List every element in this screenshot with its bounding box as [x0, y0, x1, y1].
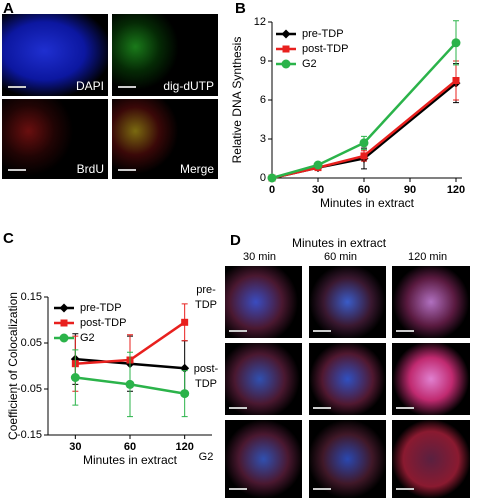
x-axis-label: Minutes in extract [83, 453, 178, 467]
panel-label: B [235, 0, 246, 17]
micrograph [309, 266, 386, 338]
marker [282, 45, 290, 53]
x-axis-label: Minutes in extract [320, 196, 415, 210]
panel-label: D [230, 232, 241, 249]
marker [267, 173, 277, 183]
row-label: post-TDP [193, 363, 219, 390]
marker [281, 59, 291, 69]
column-label: 30 min [243, 251, 277, 263]
micrograph [392, 343, 470, 415]
marker [70, 373, 80, 382]
legend-label: pre-TDP [302, 28, 344, 40]
y-axis-label: Coefficient of Colocalization [6, 292, 20, 440]
x-tick-label: 0 [269, 184, 275, 196]
micrograph: DAPI [2, 14, 108, 96]
marker [60, 319, 68, 327]
y-tick-label: 9 [260, 55, 266, 67]
x-tick-label: 30 [69, 441, 81, 453]
x-tick-label: 120 [175, 441, 193, 453]
micrograph: Merge [112, 99, 218, 179]
micrograph [225, 343, 302, 415]
marker [313, 160, 323, 170]
panel-label: A [3, 0, 14, 17]
marker [59, 333, 69, 343]
micrograph [392, 420, 470, 498]
image-label: dig-dUTP [163, 79, 214, 93]
y-tick-label: 6 [260, 94, 266, 106]
x-tick-label: 30 [312, 184, 324, 196]
x-tick-label: 120 [447, 184, 465, 196]
micrograph [309, 420, 386, 498]
y-tick-label: -0.05 [17, 383, 42, 395]
marker [360, 152, 368, 160]
panel-title: Minutes in extract [292, 236, 387, 250]
legend-label: post-TDP [302, 43, 348, 55]
y-tick-label: 0.05 [21, 337, 42, 349]
series-line [271, 41, 457, 180]
marker [359, 138, 369, 148]
marker [452, 77, 460, 84]
micrograph [309, 343, 386, 415]
image-label: Merge [179, 162, 214, 176]
micrograph [225, 266, 302, 338]
legend-label: pre-TDP [80, 302, 122, 314]
marker [59, 303, 69, 313]
marker [181, 318, 189, 326]
micrograph: dig-dUTP [112, 14, 218, 96]
marker [180, 389, 190, 399]
legend-label: G2 [302, 58, 317, 70]
y-tick-label: 0 [260, 172, 266, 184]
marker [281, 29, 291, 39]
x-tick-label: 60 [358, 184, 370, 196]
x-tick-label: 90 [404, 184, 416, 196]
row-label: G2 [198, 451, 214, 463]
panel-label: C [3, 230, 14, 247]
series-line [271, 79, 457, 180]
marker [451, 38, 461, 48]
y-tick-label: 12 [254, 16, 266, 28]
marker [125, 379, 135, 389]
y-axis-label: Relative DNA Synthesis [230, 37, 244, 164]
column-label: 60 min [324, 251, 358, 263]
row-label: pre-TDP [195, 284, 217, 311]
image-label: BrdU [76, 162, 104, 176]
legend-label: G2 [80, 332, 95, 344]
x-tick-label: 60 [124, 441, 136, 453]
micrograph [392, 266, 470, 338]
y-tick-label: -0.15 [17, 429, 42, 441]
y-tick-label: 0.15 [21, 291, 42, 303]
column-label: 120 min [408, 251, 448, 263]
legend-label: post-TDP [80, 317, 126, 329]
micrograph [225, 420, 302, 498]
y-tick-label: 3 [260, 133, 266, 145]
image-label: DAPI [75, 79, 104, 93]
micrograph: BrdU [2, 99, 108, 179]
